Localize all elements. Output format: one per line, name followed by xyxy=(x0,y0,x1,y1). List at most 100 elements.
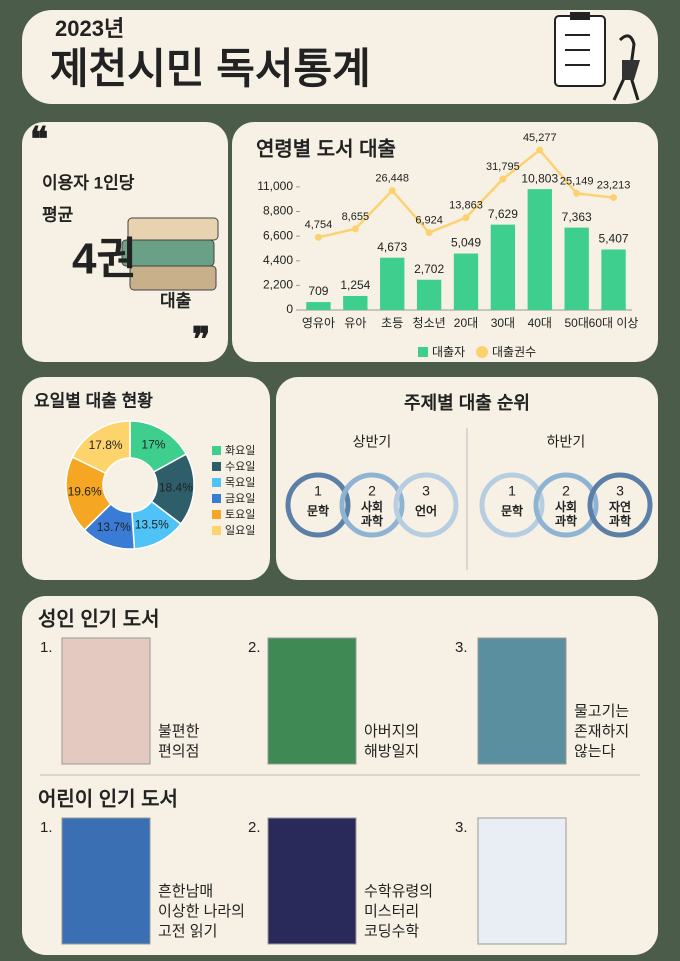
x-tick-label: 20대 xyxy=(454,316,478,330)
rank-number: 3 xyxy=(616,483,624,499)
rank-number: 3 xyxy=(422,483,430,499)
subject-label: 문학 xyxy=(501,503,523,518)
legend-swatch xyxy=(212,478,221,487)
book-title: 존재하지 xyxy=(574,723,629,740)
rank-circle xyxy=(533,472,599,538)
subject-label: 사회 xyxy=(555,499,577,514)
line-label: 25,149 xyxy=(560,175,594,187)
legend-swatch xyxy=(212,494,221,503)
book-title: 흔한남매 xyxy=(158,883,213,900)
subject-label: 문학 xyxy=(307,503,329,518)
book-title: 물고기는 xyxy=(574,703,629,720)
bar-label: 5,049 xyxy=(451,236,481,250)
slice-label: 19.6% xyxy=(68,485,102,499)
bar-label: 7,629 xyxy=(488,207,518,221)
subject-title: 주제별 대출 순위 xyxy=(404,393,530,413)
line-point xyxy=(610,194,618,202)
per-user-suffix: 대출 xyxy=(160,291,192,310)
y-tick-label: 4,400 xyxy=(263,253,293,267)
x-tick-label: 30대 xyxy=(491,316,515,330)
books-icon xyxy=(121,217,219,291)
quote-open: ❝ xyxy=(30,121,48,159)
subject-label: 자연 xyxy=(609,499,631,514)
legend-label: 금요일 xyxy=(225,491,255,505)
slice-label: 13.5% xyxy=(135,518,169,532)
weekday-title: 요일별 대출 현황 xyxy=(34,391,153,410)
legend-swatch xyxy=(212,462,221,471)
book-cover xyxy=(61,817,151,945)
legend-label: 토요일 xyxy=(225,507,255,521)
line-label: 45,277 xyxy=(523,132,557,144)
x-tick-label: 청소년 xyxy=(413,316,446,330)
bar xyxy=(564,227,589,310)
header-panel xyxy=(22,10,658,104)
bar-label: 10,803 xyxy=(521,171,558,185)
bar xyxy=(416,279,442,310)
donut-slice xyxy=(71,420,131,475)
line-label: 4,754 xyxy=(305,219,333,231)
title: 제천시민 독서통계 xyxy=(50,45,371,92)
legend-label: 대출자 xyxy=(432,345,465,359)
line-point xyxy=(536,146,544,154)
bar xyxy=(306,302,331,310)
subject-label: 언어 xyxy=(415,503,437,518)
x-tick-label: 50대 xyxy=(564,316,588,330)
book-title: 해방일지 xyxy=(364,743,419,760)
line-label: 26,448 xyxy=(375,173,409,185)
subject-label: 사회 xyxy=(361,499,383,514)
rank-circle xyxy=(339,472,405,538)
slice-label: 18.4% xyxy=(159,481,193,495)
book-cover xyxy=(61,637,151,765)
bar xyxy=(601,249,626,310)
line-point xyxy=(425,229,433,237)
book-rank: 3. xyxy=(455,819,468,836)
book-rank: 3. xyxy=(455,639,468,656)
section-title: 성인 인기 도서 xyxy=(38,607,160,630)
line-point xyxy=(314,233,322,241)
book-title: 고전 읽기 xyxy=(158,923,217,940)
y-tick-label: 2,200 xyxy=(263,278,293,292)
slice-label: 17.8% xyxy=(89,438,123,452)
book-title: 편의점 xyxy=(158,743,199,760)
book-cover xyxy=(477,637,567,765)
line-point xyxy=(388,187,396,195)
x-tick-label: 60대 이상 xyxy=(589,316,639,330)
year: 2023년 xyxy=(55,16,124,41)
book-title: 않는다 xyxy=(574,743,616,760)
bar xyxy=(490,224,516,310)
rank-circle xyxy=(285,472,351,538)
legend-label: 대출권수 xyxy=(492,345,536,359)
section-title: 어린이 인기 도서 xyxy=(38,787,178,810)
half-name: 상반기 xyxy=(353,434,392,450)
age-title: 연령별 도서 대출 xyxy=(256,137,396,160)
subject-label: 과학 xyxy=(361,513,383,528)
rank-number: 1 xyxy=(508,483,516,499)
rank-number: 2 xyxy=(368,483,376,499)
line-point xyxy=(573,189,581,197)
y-tick-label: 0 xyxy=(286,302,293,316)
bar-label: 1,254 xyxy=(340,278,370,292)
line-point xyxy=(462,214,470,222)
legend-label: 화요일 xyxy=(225,443,255,457)
per-user-amount: 4권 xyxy=(72,235,137,284)
clipboard-icon xyxy=(554,12,640,101)
rank-number: 1 xyxy=(314,483,322,499)
book-cover xyxy=(267,817,357,945)
book-rank: 1. xyxy=(40,639,53,656)
y-tick-label: 8,800 xyxy=(263,204,293,218)
bar xyxy=(453,253,479,310)
book-title: 수학유령의 xyxy=(364,883,433,900)
per-user-line2: 평균 xyxy=(42,205,74,224)
line-point xyxy=(499,175,507,183)
x-tick-label: 영유아 xyxy=(302,316,335,330)
line-label: 6,924 xyxy=(415,215,443,227)
bar xyxy=(343,295,368,310)
book-title: 불편한 xyxy=(158,723,200,740)
slice-label: 17% xyxy=(141,438,165,452)
line-label: 13,863 xyxy=(449,200,483,212)
book-title: 코딩수학 xyxy=(364,923,419,940)
y-tick-label: 11,000 xyxy=(257,179,293,193)
per-user-line1: 이용자 1인당 xyxy=(42,173,135,192)
line-label: 23,213 xyxy=(597,179,631,191)
